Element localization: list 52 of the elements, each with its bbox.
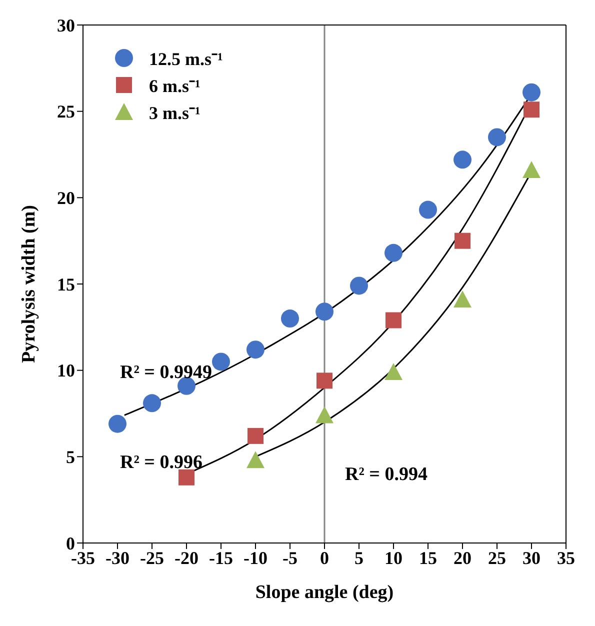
- point: [178, 469, 194, 486]
- point: [384, 244, 402, 262]
- legend-label: 12.5 m.s⁻¹: [149, 48, 223, 70]
- x-tick-label: -5: [282, 548, 298, 568]
- y-axis-title: Pyrolysis width (m): [18, 205, 40, 363]
- x-axis-title: Slope angle (deg): [255, 582, 394, 603]
- point: [522, 83, 540, 102]
- point: [212, 352, 230, 371]
- x-tick-label: -10: [244, 548, 268, 568]
- legend-label: 3 m.s⁻¹: [149, 102, 200, 124]
- legend-label: 6 m.s⁻¹: [149, 74, 200, 96]
- point: [384, 363, 402, 380]
- point: [108, 414, 126, 433]
- y-tick-label: 25: [57, 102, 75, 122]
- x-tick-label: 30: [522, 548, 540, 568]
- y-tick-label: 10: [57, 360, 75, 381]
- x-tick-label: -30: [106, 548, 130, 568]
- x-tick-label: 35: [557, 548, 575, 568]
- x-tick-label: 10: [384, 548, 402, 568]
- point: [248, 428, 264, 444]
- y-tick-label: 0: [66, 533, 75, 554]
- point: [488, 128, 506, 146]
- x-tick-label: 0: [320, 548, 329, 568]
- annotation: R² = 0.994: [345, 464, 428, 486]
- point: [350, 276, 368, 295]
- point: [419, 200, 437, 219]
- point: [316, 302, 334, 321]
- y-tick-label: 30: [57, 15, 75, 36]
- point: [316, 372, 332, 389]
- point: [454, 290, 472, 308]
- annotation: R² = 0.9949: [120, 362, 212, 384]
- point: [454, 232, 470, 249]
- point: [522, 161, 540, 178]
- x-tick-label: -25: [140, 548, 164, 568]
- point: [143, 394, 161, 412]
- x-tick-label: 25: [488, 548, 506, 568]
- x-tick-label: -20: [174, 548, 198, 568]
- point: [281, 310, 299, 328]
- x-tick-label: 20: [454, 548, 472, 568]
- point: [316, 406, 334, 424]
- point: [454, 150, 472, 169]
- x-tick-label: 5: [354, 548, 364, 568]
- point: [524, 102, 540, 118]
- point: [246, 340, 264, 359]
- x-tick-label: -15: [209, 548, 233, 568]
- annotation: R² = 0.996: [120, 452, 202, 474]
- y-tick-label: 15: [57, 274, 75, 294]
- x-tick-label: 15: [419, 548, 437, 568]
- point: [246, 451, 264, 468]
- y-tick-label: 20: [57, 188, 75, 208]
- point: [386, 312, 402, 328]
- y-tick-label: 5: [66, 447, 75, 468]
